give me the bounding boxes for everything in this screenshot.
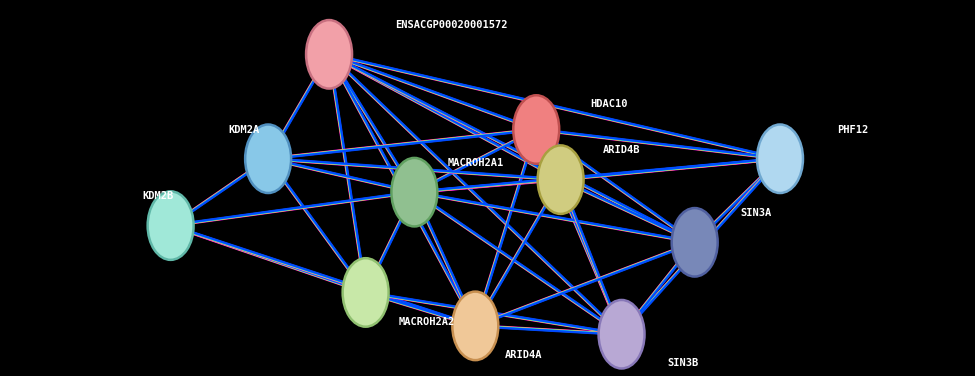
Text: SIN3A: SIN3A xyxy=(740,208,771,218)
Text: PHF12: PHF12 xyxy=(838,124,869,135)
Text: MACROH2A2: MACROH2A2 xyxy=(399,317,454,327)
Text: ARID4A: ARID4A xyxy=(505,350,543,360)
Ellipse shape xyxy=(672,208,718,277)
Ellipse shape xyxy=(306,20,352,89)
Text: SIN3B: SIN3B xyxy=(667,358,698,368)
Text: HDAC10: HDAC10 xyxy=(591,99,628,109)
Text: KDM2A: KDM2A xyxy=(228,124,259,135)
Text: MACROH2A1: MACROH2A1 xyxy=(448,158,503,168)
Ellipse shape xyxy=(147,191,194,260)
Text: KDM2B: KDM2B xyxy=(142,191,175,202)
Ellipse shape xyxy=(513,95,560,164)
Ellipse shape xyxy=(599,300,644,368)
Ellipse shape xyxy=(757,124,803,193)
Text: ARID4B: ARID4B xyxy=(603,146,641,155)
Ellipse shape xyxy=(342,258,389,327)
Text: ENSACGP00020001572: ENSACGP00020001572 xyxy=(395,20,507,30)
Ellipse shape xyxy=(452,292,498,360)
Ellipse shape xyxy=(391,158,438,226)
Ellipse shape xyxy=(245,124,292,193)
Ellipse shape xyxy=(537,146,584,214)
